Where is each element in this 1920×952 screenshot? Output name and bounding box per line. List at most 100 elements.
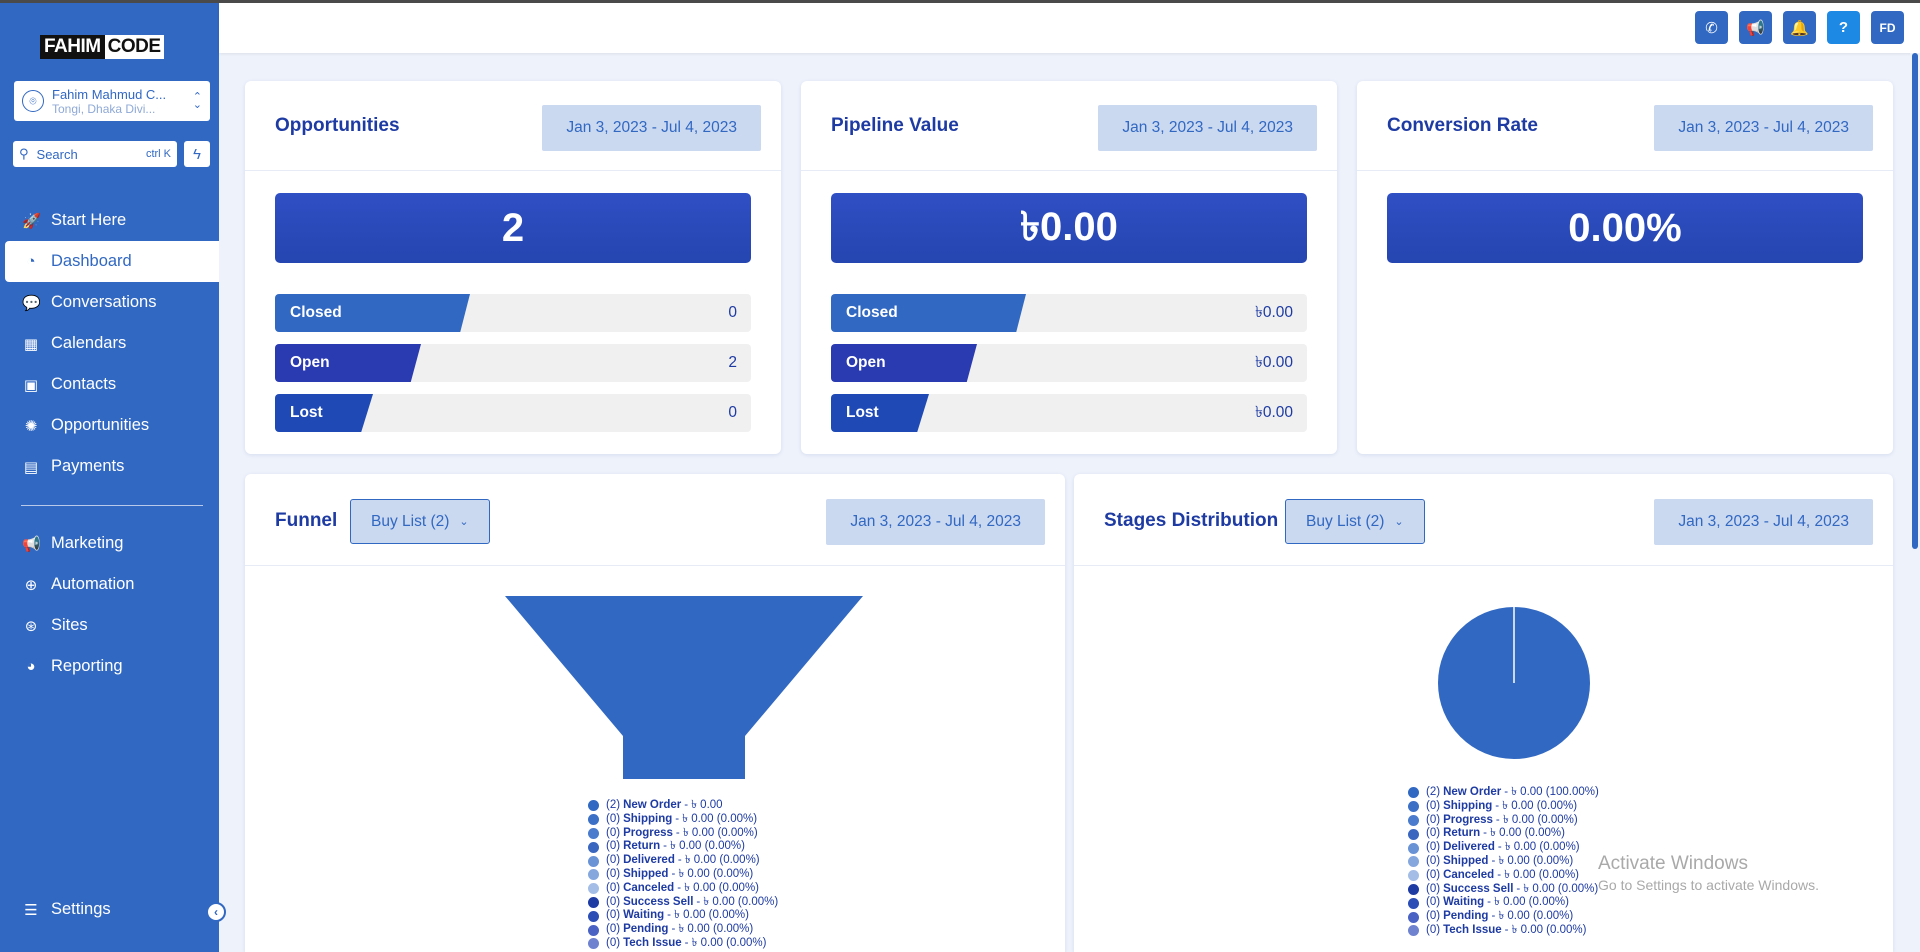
legend-value: - ৳ 0.00 (0.00%) [675,826,758,839]
card-title: Pipeline Value [831,115,959,136]
legend-stage-name: Shipped [623,867,669,880]
chevron-updown-icon: ⌃ ⌄ [192,91,202,111]
legend-item[interactable]: (0) Tech Issue - ৳ 0.00 (0.00%) [588,937,778,951]
page-scrollbar[interactable] [1910,53,1920,952]
legend-item[interactable]: (0) Tech Issue - ৳ 0.00 (0.00%) [1408,924,1599,938]
legend-dot-icon [1408,856,1419,868]
legend-stage-name: Delivered [1443,841,1495,854]
legend-count: (0) [606,881,621,894]
announcements-button[interactable]: 📢 [1739,11,1772,44]
legend-stage-name: New Order [1443,786,1502,798]
sidebar-item-settings[interactable]: ☰ Settings [22,900,110,919]
legend-item[interactable]: (0) Return - ৳ 0.00 (0.00%) [588,840,778,854]
sidebar-item-automation[interactable]: ⊕ Automation [0,564,219,605]
legend-item[interactable]: (0) Waiting - ৳ 0.00 (0.00%) [588,909,778,923]
scrollbar-thumb[interactable] [1912,53,1918,549]
legend-stage-name: Tech Issue [623,936,682,949]
brand-logo[interactable]: FAHIM CODE [40,35,164,59]
sidebar-item-label: Automation [51,575,135,593]
legend-item[interactable]: (2) New Order - ৳ 0.00 (100.00%) [1408,786,1599,800]
stat-value: 0 [728,404,737,421]
sidebar-item-sites[interactable]: ⊛ Sites [0,605,219,646]
legend-count: (0) [1426,841,1441,854]
user-avatar-button[interactable]: FD [1871,11,1904,44]
legend-item[interactable]: (0) Shipping - ৳ 0.00 (0.00%) [1408,800,1599,814]
search-input[interactable]: ⚲ Search ctrl K [13,141,177,167]
legend-count: (2) [1426,786,1441,798]
date-range-picker[interactable]: Jan 3, 2023 - Jul 4, 2023 [1654,499,1873,545]
legend-value: - ৳ 0.00 (0.00%) [1495,799,1578,812]
account-name: Fahim Mahmud C... [52,86,167,102]
legend-count: (0) [606,895,621,908]
legend-value: - ৳ 0.00 [684,799,723,811]
sidebar-item-payments[interactable]: ▤ Payments [0,446,219,487]
logo-text-part2: CODE [104,35,164,59]
sidebar-item-start-here[interactable]: 🚀 Start Here [0,200,219,241]
legend-item[interactable]: (0) Delivered - ৳ 0.00 (0.00%) [588,854,778,868]
stat-row-closed: Closed 0 [275,294,751,332]
stat-value: 2 [728,354,737,371]
sidebar-item-contacts[interactable]: ▣ Contacts [0,364,219,405]
stat-label: Closed [831,294,1026,332]
legend-item[interactable]: (0) Progress - ৳ 0.00 (0.00%) [588,827,778,841]
sidebar-item-opportunities[interactable]: ✺ Opportunities [0,405,219,446]
quick-action-button[interactable]: ϟ [184,141,210,167]
legend-item[interactable]: (2) New Order - ৳ 0.00 [588,799,778,813]
date-range-picker[interactable]: Jan 3, 2023 - Jul 4, 2023 [1098,105,1317,151]
legend-item[interactable]: (0) Shipped - ৳ 0.00 (0.00%) [588,868,778,882]
funnel-segment-new-order[interactable] [505,596,863,779]
legend-value: - ৳ 0.00 (0.00%) [675,812,758,825]
legend-item[interactable]: (0) Progress - ৳ 0.00 (0.00%) [1408,814,1599,828]
secondary-nav: 📢 Marketing ⊕ Automation ⊛ Sites ◕ Reporting [0,523,219,687]
legend-item[interactable]: (0) Shipped - ৳ 0.00 (0.00%) [1408,855,1599,869]
sidebar-item-label: Marketing [51,534,124,552]
legend-stage-name: Shipping [1443,799,1493,812]
legend-item[interactable]: (0) Pending - ৳ 0.00 (0.00%) [588,923,778,937]
legend-item[interactable]: (0) Return - ৳ 0.00 (0.00%) [1408,827,1599,841]
sidebar-item-calendars[interactable]: ▦ Calendars [0,323,219,364]
sidebar-item-dashboard[interactable]: ◔ Dashboard [5,241,219,282]
sidebar-item-marketing[interactable]: 📢 Marketing [0,523,219,564]
legend-item[interactable]: (0) Canceled - ৳ 0.00 (0.00%) [1408,869,1599,883]
date-range-picker[interactable]: Jan 3, 2023 - Jul 4, 2023 [1654,105,1873,151]
legend-item[interactable]: (0) Shipping - ৳ 0.00 (0.00%) [588,813,778,827]
account-switcher[interactable]: ⌾ Fahim Mahmud C... Tongi, Dhaka Divi...… [14,81,210,121]
legend-count: (0) [1426,910,1441,923]
sidebar-item-reporting[interactable]: ◕ Reporting [0,646,219,687]
legend-stage-name: Shipped [1443,854,1489,867]
stat-label: Open [831,344,977,382]
windows-activation-watermark: Activate Windows Go to Settings to activ… [1598,853,1819,893]
legend-item[interactable]: (0) Canceled - ৳ 0.00 (0.00%) [588,882,778,896]
legend-item[interactable]: (0) Success Sell - ৳ 0.00 (0.00%) [1408,883,1599,897]
notifications-button[interactable]: 🔔 [1783,11,1816,44]
collapse-sidebar-button[interactable]: ‹ [206,902,226,922]
bell-icon: 🔔 [1790,19,1809,37]
date-range-picker[interactable]: Jan 3, 2023 - Jul 4, 2023 [542,105,761,151]
pipeline-dropdown[interactable]: Buy List (2) ⌄ [350,499,490,544]
legend-value: - ৳ 0.00 (0.00%) [667,909,749,922]
stages-legend: (2) New Order - ৳ 0.00 (100.00%) (0) Shippi… [1408,786,1599,938]
card-title: Opportunities [275,115,400,136]
stat-row-open: Open ৳0.00 [831,344,1307,382]
legend-item[interactable]: (0) Waiting - ৳ 0.00 (0.00%) [1408,896,1599,910]
search-icon: ⚲ [19,146,29,161]
legend-dot-icon [1408,883,1419,895]
legend-item[interactable]: (0) Delivered - ৳ 0.00 (0.00%) [1408,841,1599,855]
legend-stage-name: Progress [1443,813,1493,826]
funnel-chart [505,596,863,779]
receipt-icon: ▤ [23,458,39,476]
date-range-picker[interactable]: Jan 3, 2023 - Jul 4, 2023 [826,499,1045,545]
help-button[interactable]: ? [1827,11,1860,44]
phone-button[interactable]: ✆ [1695,11,1728,44]
legend-dot-icon [588,814,599,826]
sidebar-item-conversations[interactable]: 💬 Conversations [0,282,219,323]
pie-icon: ◕ [26,658,36,675]
legend-item[interactable]: (0) Success Sell - ৳ 0.00 (0.00%) [588,896,778,910]
legend-dot-icon [1408,842,1419,854]
sidebar-item-label: Opportunities [51,416,150,434]
pipeline-dropdown[interactable]: Buy List (2) ⌄ [1285,499,1425,544]
avatar-initials: FD [1879,20,1896,35]
stat-row-lost: Lost 0 [275,394,751,432]
contacts-icon: ▣ [23,376,39,394]
legend-item[interactable]: (0) Pending - ৳ 0.00 (0.00%) [1408,910,1599,924]
